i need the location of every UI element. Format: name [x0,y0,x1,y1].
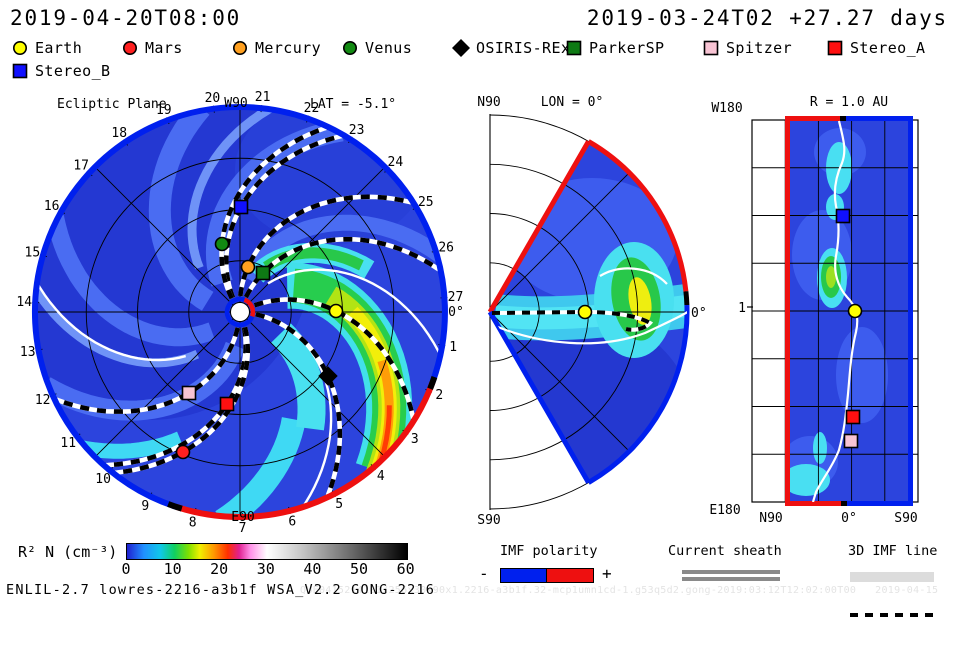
mercury-marker [242,261,255,274]
colorbar-tick-label: 20 [197,560,241,578]
radial-title: R = 1.0 AU [810,95,888,110]
colorbar-tick-label: 30 [244,560,288,578]
svg-text:9: 9 [141,499,149,514]
svg-text:14: 14 [16,295,32,310]
ecliptic-lat-label: LAT = -5.1° [310,97,396,112]
svg-text:3: 3 [411,432,419,447]
svg-text:N90: N90 [477,95,500,110]
svg-text:W180: W180 [711,101,742,116]
svg-text:10: 10 [95,472,111,487]
stereo_a-marker [847,411,860,424]
imf-line-sample [850,572,934,582]
svg-text:12: 12 [35,393,51,408]
svg-text:1: 1 [449,340,457,355]
stereo_a-marker [221,398,234,411]
imf-polarity-title: IMF polarity [500,543,598,559]
colorbar-tick-label: 60 [384,560,428,578]
colorbar-label: R² N (cm⁻³) [18,543,117,561]
svg-text:N90: N90 [759,511,782,526]
svg-text:13: 13 [20,345,36,360]
svg-text:5: 5 [335,497,343,512]
mars-marker [177,446,190,459]
model-version-text: ENLIL-2.7 lowres-2216-a3b1f WSA_V2.2 GON… [6,582,435,598]
svg-text:11: 11 [60,436,76,451]
earth-marker [849,305,862,318]
spitzer-marker [183,387,196,400]
svg-text:16: 16 [44,199,60,214]
svg-text:20: 20 [205,91,221,106]
panel-radial-slice: W180 R = 1.0 AU E180 N90 0° S90 1 [709,95,918,526]
svg-text:S90: S90 [477,513,500,528]
svg-text:6: 6 [288,515,296,530]
earth-marker [579,306,592,319]
spitzer-marker [845,435,858,448]
venus-marker [216,238,229,251]
stereo_b-marker [837,210,850,223]
panel-meridional-slice: N90 LON = 0° S90 0° [435,95,710,540]
colorbar-tick-label: 0 [104,560,148,578]
current-sheath-sample-line-1 [682,570,780,574]
svg-text:2: 2 [435,388,443,403]
svg-text:27: 27 [448,290,464,305]
colorbar-tick-label: 50 [337,560,381,578]
svg-text:21: 21 [255,90,271,105]
imf-negative-swatch [500,568,547,583]
meridional-title: LON = 0° [541,95,604,110]
svg-text:E90: E90 [231,510,254,525]
imf-line-dashes [850,613,934,617]
svg-text:0°: 0° [448,305,464,320]
parkersp-marker [257,267,270,280]
density-colorbar [126,543,408,560]
svg-text:S90: S90 [894,511,917,526]
stereo_b-marker [235,201,248,214]
current-sheath-title: Current sheath [668,543,782,559]
imf-minus-label: - [479,564,489,583]
imf-positive-swatch [546,568,594,583]
svg-text:0°: 0° [691,306,707,321]
sun-marker [227,299,253,325]
svg-text:24: 24 [388,155,404,170]
svg-text:E180: E180 [709,503,740,518]
svg-text:25: 25 [418,195,434,210]
svg-text:26: 26 [438,241,454,256]
svg-text:4: 4 [377,469,385,484]
svg-text:15: 15 [25,245,41,260]
meridional-density-field [435,110,710,540]
imf-plus-label: + [602,564,612,583]
svg-text:23: 23 [349,123,365,138]
svg-text:0°: 0° [841,511,857,526]
svg-text:17: 17 [73,159,89,174]
svg-text:8: 8 [189,516,197,531]
colorbar-tick-label: 40 [290,560,334,578]
current-sheath-sample-line-2 [682,577,780,581]
earth-marker [330,305,343,318]
colorbar-tick-label: 10 [151,560,195,578]
svg-text:1: 1 [738,301,746,316]
enlil-solar-wind-viewer: 2019-04-20T08:00 2019-03-24T02 +27.27 da… [0,0,960,600]
svg-text:18: 18 [111,126,127,141]
imf-line-title: 3D IMF line [848,543,937,559]
svg-text:W90: W90 [224,96,247,111]
ecliptic-title: Ecliptic Plane [57,97,167,112]
